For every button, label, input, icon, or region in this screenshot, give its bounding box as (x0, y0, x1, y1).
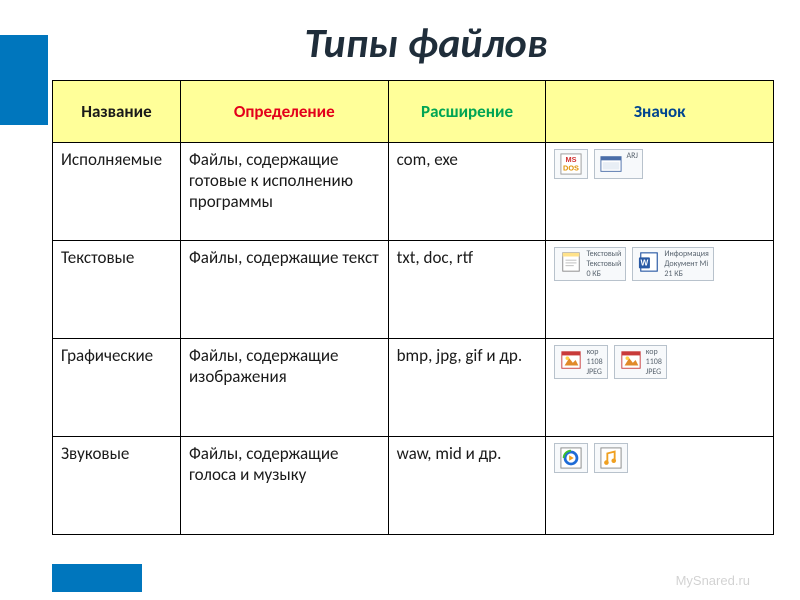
cell-name: Исполняемые (53, 143, 181, 241)
cell-icons: ТекстовыйТекстовый0 КБWИнформацияДокумен… (546, 241, 774, 339)
file-icon-label: 0 КБ (586, 270, 621, 279)
cell-extension: txt, doc, rtf (388, 241, 546, 339)
cell-icons: кор1108JPEGкор1108JPEG (546, 339, 774, 437)
cell-definition: Файлы, содержащие готовые к исполнению п… (180, 143, 388, 241)
window-icon (599, 152, 623, 176)
table-row: ЗвуковыеФайлы, содержащие голоса и музык… (53, 437, 774, 535)
svg-text:DOS: DOS (563, 163, 579, 172)
th-icon: Значок (546, 81, 774, 143)
cell-extension: waw, mid и др. (388, 437, 546, 535)
word-icon: W (637, 250, 661, 274)
table-header-row: Название Определение Расширение Значок (53, 81, 774, 143)
wmp-icon (559, 446, 583, 470)
midi-icon (599, 446, 623, 470)
watermark: MySnared.ru (676, 573, 750, 588)
file-icon-window: ARJ (594, 149, 643, 179)
cell-name: Графические (53, 339, 181, 437)
cell-definition: Файлы, содержащие текст (180, 241, 388, 339)
msdos-icon: MSDOS (559, 152, 583, 176)
file-icon-label: Текстовый (586, 250, 621, 259)
svg-text:W: W (641, 259, 649, 268)
cell-definition: Файлы, содержащие голоса и музыку (180, 437, 388, 535)
accent-bar-bottom (52, 564, 142, 592)
file-icon-wmp (554, 443, 588, 473)
table-row: ИсполняемыеФайлы, содержащие готовые к и… (53, 143, 774, 241)
file-icon-msdos: MSDOS (554, 149, 588, 179)
file-icon-label: JPEG (646, 368, 662, 377)
file-icon-label: 1108 (646, 358, 662, 367)
file-icon-label: 1108 (586, 358, 602, 367)
file-icon-label: 21 КБ (664, 270, 709, 279)
file-icon-label: JPEG (586, 368, 602, 377)
file-types-table: Название Определение Расширение Значок И… (52, 80, 774, 535)
th-definition: Определение (180, 81, 388, 143)
image-icon (619, 348, 643, 372)
page-title: Типы файлов (52, 18, 800, 69)
notepad-icon (559, 250, 583, 274)
table-row: ТекстовыеФайлы, содержащие текстtxt, doc… (53, 241, 774, 339)
accent-bar-left (0, 35, 48, 125)
cell-definition: Файлы, содержащие изображения (180, 339, 388, 437)
file-icon-label: ARJ (626, 152, 638, 161)
file-icon-label: кор (586, 348, 602, 357)
file-icon-label: Информация (664, 250, 709, 259)
cell-name: Текстовые (53, 241, 181, 339)
file-icon-label: Текстовый (586, 260, 621, 269)
image-icon (559, 348, 583, 372)
cell-icons (546, 437, 774, 535)
th-extension: Расширение (388, 81, 546, 143)
cell-extension: bmp, jpg, gif и др. (388, 339, 546, 437)
table-row: ГрафическиеФайлы, содержащие изображения… (53, 339, 774, 437)
file-icon-label: Документ Mi (664, 260, 709, 269)
file-icon-image: кор1108JPEG (614, 345, 667, 379)
file-icon-word: W ИнформацияДокумент Mi21 КБ (632, 247, 714, 281)
file-icon-notepad: ТекстовыйТекстовый0 КБ (554, 247, 626, 281)
cell-extension: com, exe (388, 143, 546, 241)
cell-icons: MSDOS ARJ (546, 143, 774, 241)
file-icon-image: кор1108JPEG (554, 345, 607, 379)
cell-name: Звуковые (53, 437, 181, 535)
file-icon-label: кор (646, 348, 662, 357)
file-icon-midi (594, 443, 628, 473)
th-name: Название (53, 81, 181, 143)
